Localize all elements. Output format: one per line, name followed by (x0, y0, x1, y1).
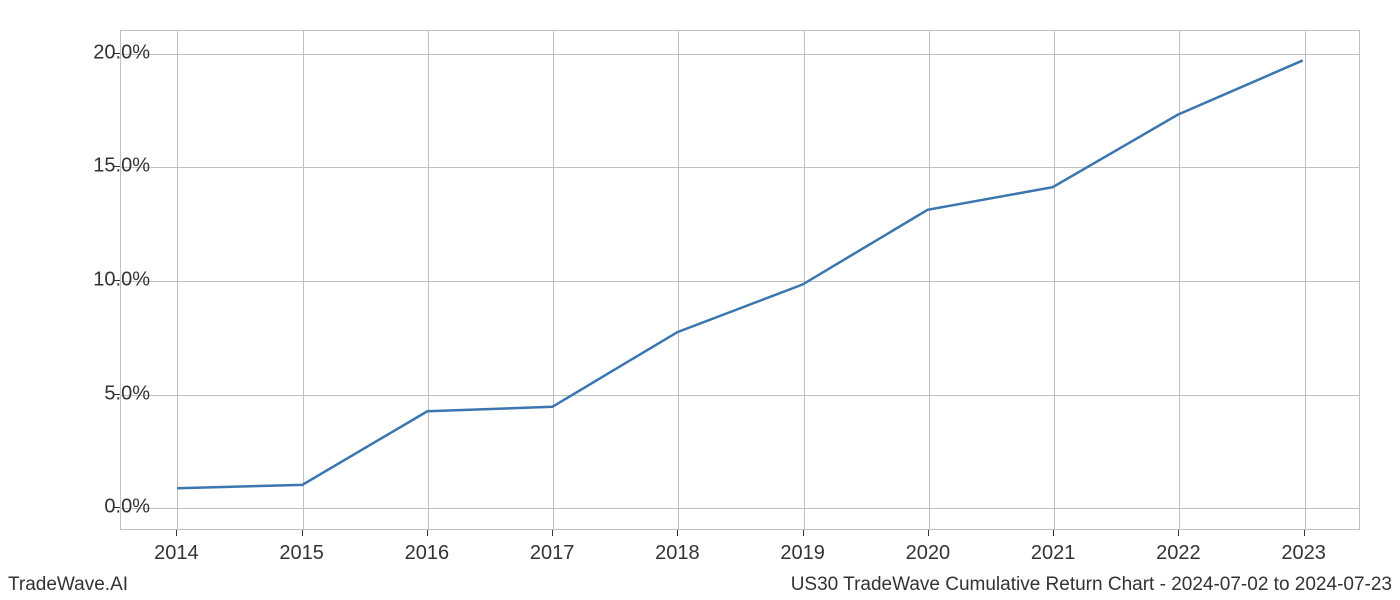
chart-container (120, 30, 1360, 530)
x-tick-mark (552, 530, 553, 536)
x-tick-mark (1053, 530, 1054, 536)
x-tick-label: 2018 (655, 542, 700, 565)
x-tick-mark (803, 530, 804, 536)
x-tick-mark (1178, 530, 1179, 536)
y-tick-label: 20.0% (93, 41, 150, 64)
x-tick-label: 2023 (1281, 542, 1326, 565)
plot-area (120, 30, 1360, 530)
x-tick-mark (1304, 530, 1305, 536)
footer-left-text: TradeWave.AI (8, 574, 128, 596)
x-tick-mark (176, 530, 177, 536)
y-tick-label: 10.0% (93, 269, 150, 292)
x-tick-mark (677, 530, 678, 536)
y-tick-mark (114, 280, 120, 281)
x-tick-mark (302, 530, 303, 536)
y-tick-mark (114, 507, 120, 508)
footer-right-text: US30 TradeWave Cumulative Return Chart -… (791, 574, 1392, 596)
y-tick-label: 15.0% (93, 155, 150, 178)
x-tick-label: 2021 (1031, 542, 1076, 565)
data-line (177, 60, 1302, 488)
line-series (121, 31, 1359, 529)
x-tick-label: 2019 (780, 542, 825, 565)
x-tick-mark (427, 530, 428, 536)
x-tick-label: 2015 (279, 542, 324, 565)
x-tick-label: 2017 (530, 542, 575, 565)
x-tick-label: 2022 (1156, 542, 1201, 565)
y-tick-mark (114, 394, 120, 395)
x-tick-label: 2014 (154, 542, 199, 565)
y-tick-label: 0.0% (104, 496, 150, 519)
y-tick-mark (114, 166, 120, 167)
y-tick-label: 5.0% (104, 382, 150, 405)
x-tick-label: 2016 (405, 542, 450, 565)
x-tick-mark (928, 530, 929, 536)
x-tick-label: 2020 (906, 542, 951, 565)
y-tick-mark (114, 53, 120, 54)
